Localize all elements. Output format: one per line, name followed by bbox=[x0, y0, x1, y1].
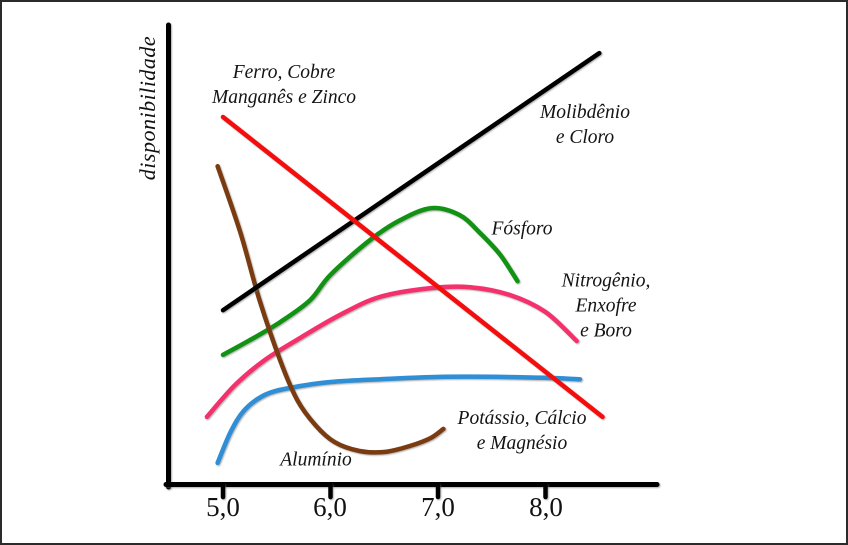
label-ferro-cobre-manganes-zinco: Ferro, Cobre Manganês e Zinco bbox=[212, 60, 356, 110]
label-line: e Cloro bbox=[555, 127, 615, 148]
label-aluminio: Alumínio bbox=[280, 448, 352, 473]
x-tick-label-6: 6,0 bbox=[313, 492, 347, 522]
label-line: e Boro bbox=[580, 320, 632, 342]
label-line: Ferro, Cobre bbox=[232, 62, 336, 83]
potassio-calcio-magnesio-curve bbox=[215, 374, 583, 466]
nitrogenio-enxofre-boro-curve bbox=[204, 284, 579, 420]
label-potassio-calcio-magnesio: Potássio, Cálcio e Magnésio bbox=[458, 406, 587, 456]
y-axis-label: disponibilidade bbox=[135, 35, 160, 181]
x-tick-label-5: 5,0 bbox=[206, 492, 240, 522]
label-line: Nitrogênio, bbox=[561, 270, 651, 292]
label-line: Enxofre bbox=[575, 295, 637, 317]
label-molibdenio-cloro: Molibdênio e Cloro bbox=[540, 100, 630, 150]
label-line: e Magnésio bbox=[476, 433, 568, 454]
label-nitrogenio-enxofre-boro: Nitrogênio, Enxofre e Boro bbox=[562, 269, 651, 344]
label-line: Alumínio bbox=[280, 449, 352, 471]
label-line: Manganês e Zinco bbox=[211, 87, 357, 108]
label-line: Fósforo bbox=[491, 218, 553, 240]
ferro-cobre-manganes-zinco-curve bbox=[220, 114, 605, 420]
label-line: Molibdênio bbox=[540, 102, 630, 123]
fosforo-curve bbox=[220, 205, 520, 358]
aluminio-curve bbox=[215, 163, 446, 455]
label-line: Potássio, Cálcio bbox=[457, 408, 587, 429]
x-tick-label-7: 7,0 bbox=[421, 492, 455, 522]
label-fosforo: Fósforo bbox=[491, 217, 552, 242]
molibdenio-cloro-curve bbox=[220, 50, 602, 313]
x-tick-label-8: 8,0 bbox=[529, 492, 563, 522]
